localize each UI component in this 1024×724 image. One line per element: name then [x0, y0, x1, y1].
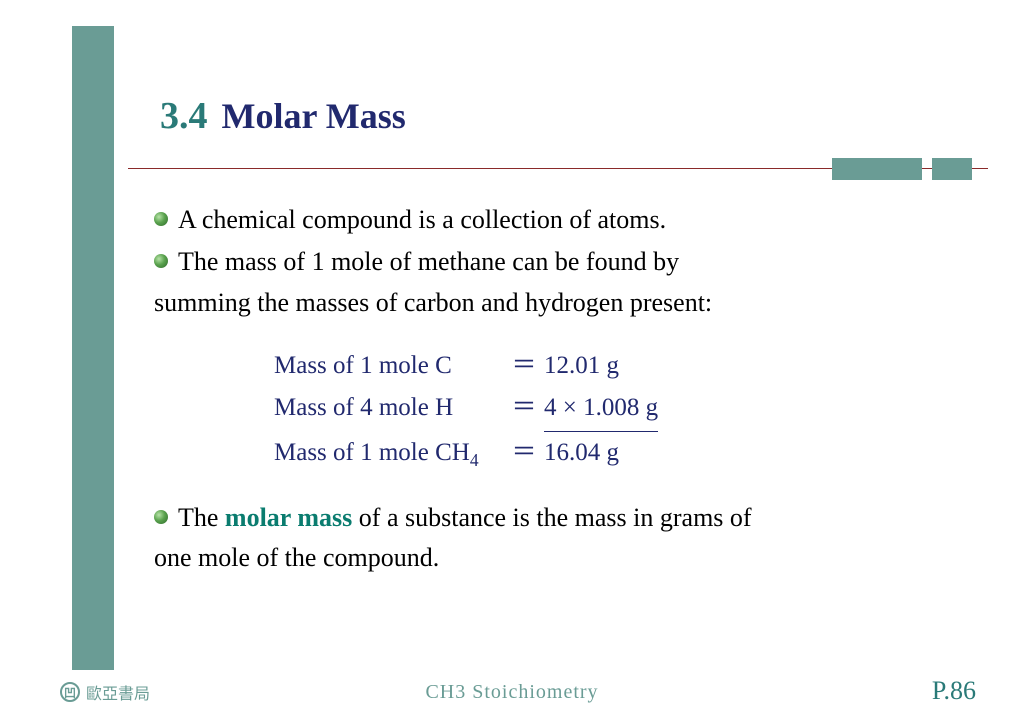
bullet-text: The mass of 1 mole of methane can be fou… [178, 242, 679, 282]
slide-title: 3.4 Molar Mass [160, 94, 960, 138]
calculation-block: Mass of 1 mole C ＝ 12.01 g Mass of 4 mol… [274, 345, 934, 476]
bullet-item: A chemical compound is a collection of a… [154, 200, 934, 240]
bullet-continuation: one mole of the compound. [154, 538, 934, 578]
bullet-item: The mass of 1 mole of methane can be fou… [154, 242, 934, 282]
calc-row: Mass of 4 mole H ＝ 4 × 1.008 g [274, 387, 934, 432]
section-number: 3.4 [160, 95, 208, 137]
bullet-item: The molar mass of a substance is the mas… [154, 498, 934, 538]
calc-rhs: 16.04 g [544, 432, 619, 475]
equals-sign: ＝ [504, 432, 544, 475]
calc-lhs: Mass of 1 mole CH4 [274, 432, 504, 476]
section-title: Molar Mass [222, 96, 406, 136]
equals-sign: ＝ [504, 387, 544, 430]
calc-row: Mass of 1 mole CH4 ＝ 16.04 g [274, 432, 934, 476]
accent-block [932, 158, 972, 180]
accent-block [832, 158, 922, 180]
page-number: P.86 [932, 676, 976, 706]
calc-lhs: Mass of 4 mole H [274, 387, 504, 430]
calc-rhs: 12.01 g [544, 345, 619, 388]
bullet-icon [154, 510, 168, 524]
bullet-text: A chemical compound is a collection of a… [178, 200, 666, 240]
calc-lhs: Mass of 1 mole C [274, 345, 504, 388]
slide-body: A chemical compound is a collection of a… [154, 200, 934, 578]
text-post: of a substance is the mass in grams of [352, 503, 751, 532]
calc-rhs: 4 × 1.008 g [544, 387, 658, 432]
equals-sign: ＝ [504, 345, 544, 388]
bullet-text: The molar mass of a substance is the mas… [178, 498, 752, 538]
bullet-continuation: summing the masses of carbon and hydroge… [154, 283, 934, 323]
vertical-accent-bar [72, 26, 114, 670]
text-pre: The [178, 503, 225, 532]
slide-footer: 凹 歐亞書局 CH3 Stoichiometry P.86 [0, 674, 1024, 704]
calc-row: Mass of 1 mole C ＝ 12.01 g [274, 345, 934, 388]
key-term: molar mass [225, 503, 352, 532]
chapter-label: CH3 Stoichiometry [0, 681, 1024, 704]
bullet-icon [154, 212, 168, 226]
accent-blocks [832, 158, 972, 180]
bullet-icon [154, 254, 168, 268]
